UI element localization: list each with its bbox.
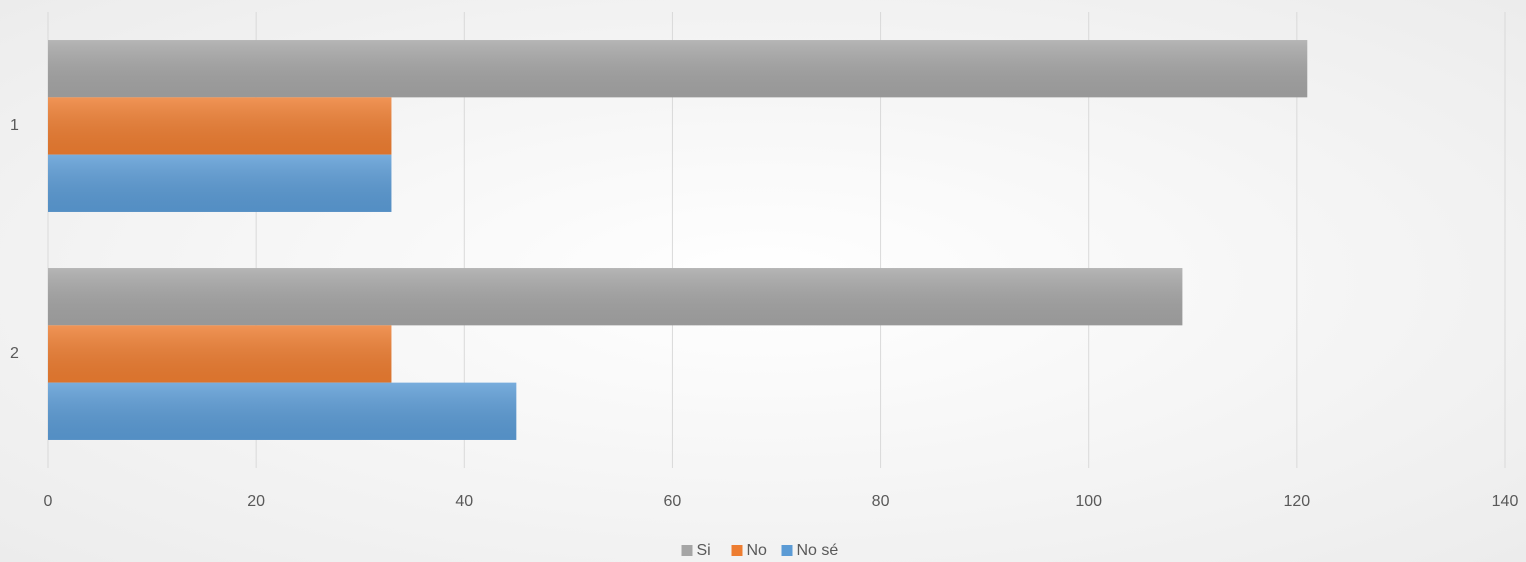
x-tick-label: 0 <box>44 493 53 510</box>
bar <box>48 382 517 440</box>
x-tick-label: 40 <box>455 493 473 510</box>
x-tick-label: 80 <box>872 493 890 510</box>
x-tick-label: 20 <box>247 493 265 510</box>
bar <box>48 97 392 155</box>
bar <box>48 268 1183 326</box>
bar <box>48 40 1308 98</box>
bar-group <box>48 325 392 383</box>
bar <box>48 154 392 212</box>
x-tick-label: 100 <box>1075 493 1102 510</box>
x-tick-label: 60 <box>664 493 682 510</box>
legend-label: No <box>747 542 768 559</box>
bar <box>48 325 392 383</box>
bar-group <box>48 154 392 212</box>
x-tick-label: 120 <box>1284 493 1311 510</box>
x-tick-label: 140 <box>1492 493 1519 510</box>
legend-label: No sé <box>797 542 839 559</box>
bar-group <box>48 97 392 155</box>
bar-group <box>48 40 1308 98</box>
y-tick-label: 2 <box>10 345 19 362</box>
bar-group <box>48 382 517 440</box>
legend-swatch <box>681 545 693 556</box>
y-tick-label: 1 <box>10 117 19 134</box>
legend-swatch <box>731 545 743 556</box>
bar-group <box>48 268 1183 326</box>
legend-swatch <box>781 545 793 556</box>
legend-label: Si <box>697 542 711 559</box>
